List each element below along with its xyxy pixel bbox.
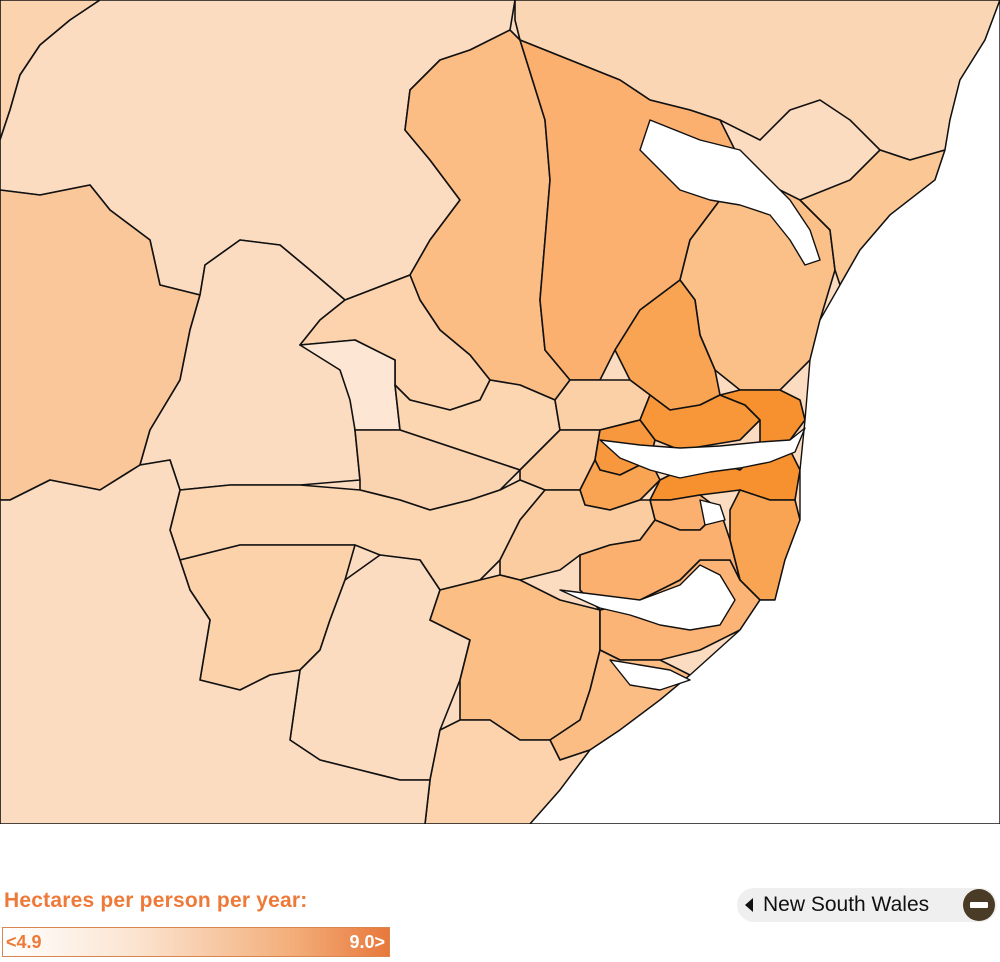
back-to-new-south-wales-button[interactable]: New South Wales xyxy=(737,888,997,922)
harbour xyxy=(599,427,806,479)
bay xyxy=(559,564,736,631)
legend-title: Hectares per person per year: xyxy=(4,889,308,912)
region[interactable] xyxy=(719,389,806,446)
ocean xyxy=(529,0,1000,824)
legend-min-label: <4.9 xyxy=(6,932,42,952)
nav-label: New South Wales xyxy=(763,893,930,916)
sydney-region-map[interactable] xyxy=(0,0,1000,824)
bay xyxy=(699,499,726,526)
map[interactable] xyxy=(0,0,1000,824)
river xyxy=(639,119,821,266)
triangle-left-icon xyxy=(745,898,753,912)
legend-color-scale: <4.9 9.0> xyxy=(2,927,390,957)
region[interactable] xyxy=(0,459,431,824)
inlet xyxy=(609,659,691,691)
legend-max-label: 9.0> xyxy=(349,932,385,952)
minus-circle-icon[interactable] xyxy=(963,889,995,921)
